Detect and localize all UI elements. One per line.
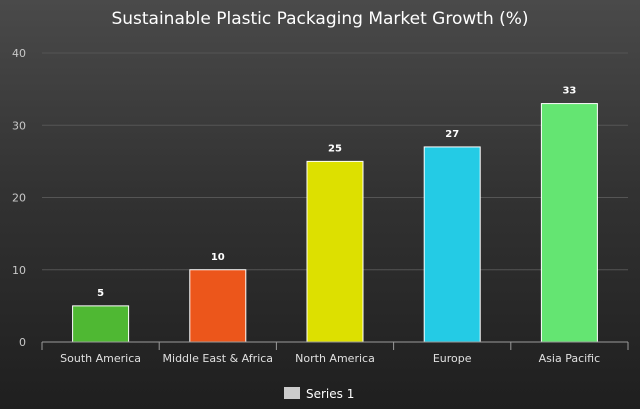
data-labels: 5 10 25 27 33 bbox=[97, 86, 576, 299]
y-tick-label: 20 bbox=[12, 192, 26, 205]
x-tick-label: Europe bbox=[433, 352, 472, 365]
legend[interactable]: Series 1 bbox=[284, 387, 354, 401]
x-tick-label: South America bbox=[60, 352, 141, 365]
y-tick-label: 40 bbox=[12, 47, 26, 60]
data-label: 33 bbox=[562, 86, 576, 97]
chart-title: Sustainable Plastic Packaging Market Gro… bbox=[111, 9, 528, 29]
bar[interactable] bbox=[306, 160, 364, 343]
legend-swatch[interactable] bbox=[284, 387, 300, 399]
bar[interactable] bbox=[72, 305, 130, 343]
x-tick-label: Asia Pacific bbox=[539, 352, 601, 365]
y-tick-label: 0 bbox=[19, 336, 26, 349]
data-label: 10 bbox=[211, 252, 225, 263]
data-label: 27 bbox=[445, 129, 459, 140]
bar[interactable] bbox=[189, 269, 247, 343]
legend-series-label[interactable]: Series 1 bbox=[306, 387, 354, 401]
x-tick-label: Middle East & Africa bbox=[163, 352, 274, 365]
bars bbox=[72, 103, 598, 343]
x-axis: South America Middle East & Africa North A… bbox=[41, 341, 629, 365]
y-tick-label: 30 bbox=[12, 119, 26, 132]
y-axis-tick-labels: 0 10 20 30 40 bbox=[12, 47, 26, 349]
bar[interactable] bbox=[423, 146, 481, 343]
data-label: 5 bbox=[97, 288, 104, 299]
y-tick-label: 10 bbox=[12, 264, 26, 277]
x-tick-label: North America bbox=[295, 352, 375, 365]
data-label: 25 bbox=[328, 143, 342, 154]
bar[interactable] bbox=[540, 103, 598, 343]
